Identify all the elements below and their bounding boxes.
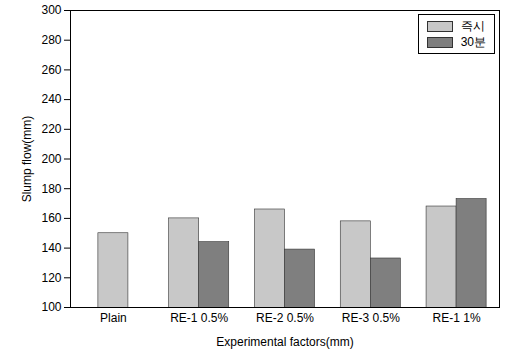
svg-text:300: 300 — [41, 3, 61, 17]
svg-text:Experimental factors(mm): Experimental factors(mm) — [216, 335, 353, 349]
svg-text:200: 200 — [41, 152, 61, 166]
html-text:즉시: 즉시 — [460, 19, 485, 33]
svg-text:180: 180 — [41, 182, 61, 196]
html-text:30분: 30분 — [460, 35, 486, 49]
svg-text:Slump flow(mm): Slump flow(mm) — [20, 116, 34, 203]
svg-text:120: 120 — [41, 271, 61, 285]
svg-text:140: 140 — [41, 241, 61, 255]
svg-text:RE-1 1%: RE-1 1% — [433, 311, 481, 325]
svg-text:RE-1 0.5%: RE-1 0.5% — [170, 311, 228, 325]
svg-text:280: 280 — [41, 33, 61, 47]
svg-text:260: 260 — [41, 63, 61, 77]
svg-text:RE-3 0.5%: RE-3 0.5% — [342, 311, 400, 325]
svg-text:220: 220 — [41, 122, 61, 136]
svg-text:160: 160 — [41, 211, 61, 225]
svg-text:RE-2 0.5%: RE-2 0.5% — [256, 311, 314, 325]
svg-text:100: 100 — [41, 300, 61, 314]
svg-text:Plain: Plain — [100, 311, 127, 325]
svg-text:240: 240 — [41, 92, 61, 106]
